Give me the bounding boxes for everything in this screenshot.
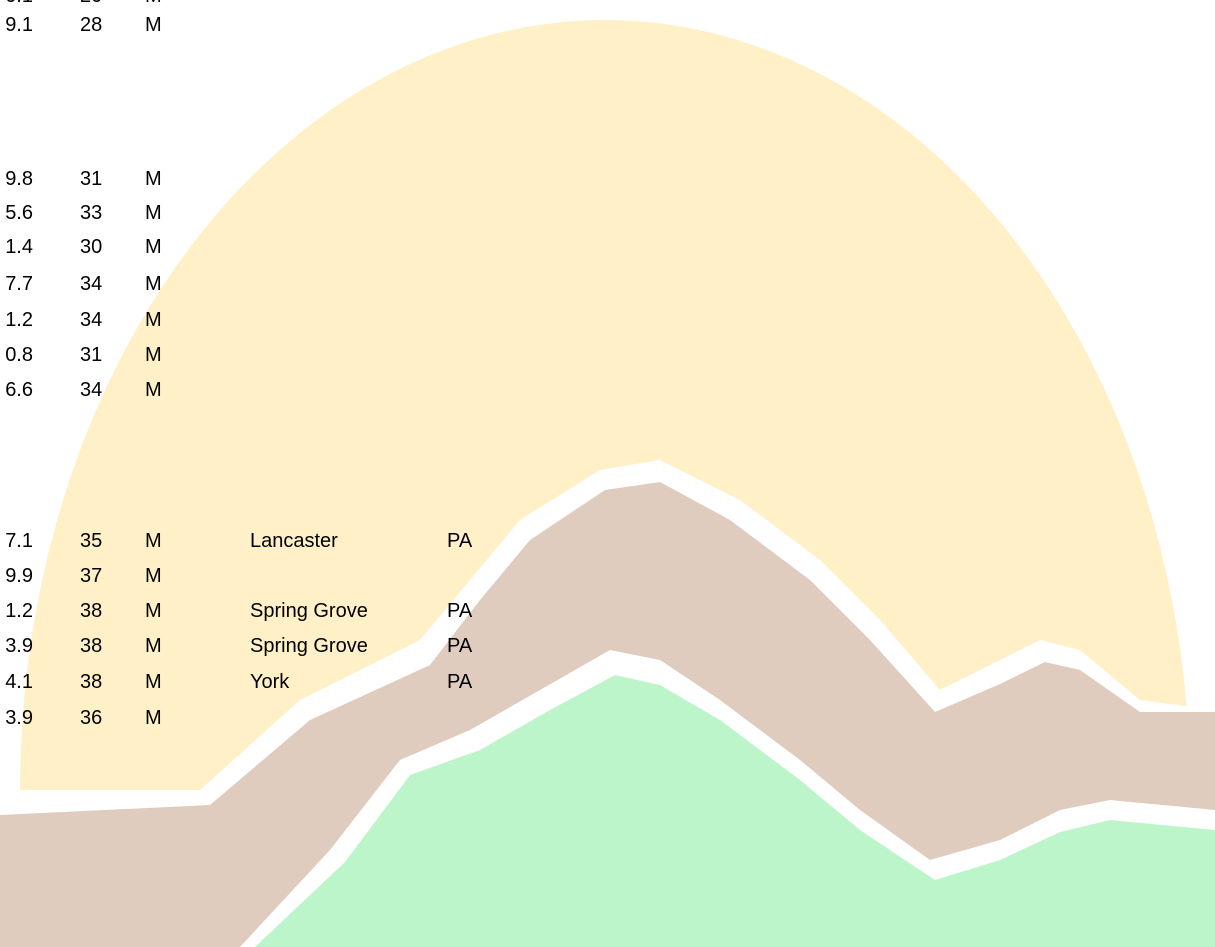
cell[interactable]: 1.2 bbox=[5, 308, 33, 332]
cell[interactable]: M bbox=[145, 13, 162, 37]
cell[interactable]: 6.6 bbox=[5, 378, 33, 402]
cell[interactable]: Lancaster bbox=[250, 529, 338, 553]
cell[interactable]: PA bbox=[447, 529, 472, 553]
cell[interactable]: M bbox=[145, 378, 162, 402]
cell[interactable]: 0.8 bbox=[5, 343, 33, 367]
cell[interactable]: 4.1 bbox=[5, 670, 33, 694]
cell[interactable]: 1.2 bbox=[5, 599, 33, 623]
cell[interactable]: 37 bbox=[80, 564, 102, 588]
cell[interactable]: 7.1 bbox=[5, 529, 33, 553]
cell[interactable]: 34 bbox=[80, 308, 102, 332]
cell[interactable]: M bbox=[145, 0, 162, 8]
cell[interactable]: 1.4 bbox=[5, 235, 33, 259]
cell-grid: 0.1 20 M 9.1 28 M 9.8 31 M 5.6 33 M 1.4 30 M 7.7 34 M 1.2 3… bbox=[0, 0, 1215, 947]
cell[interactable]: M bbox=[145, 167, 162, 191]
cell[interactable]: Spring Grove bbox=[250, 634, 368, 658]
cell[interactable]: 33 bbox=[80, 201, 102, 225]
cell[interactable]: M bbox=[145, 670, 162, 694]
cell[interactable]: M bbox=[145, 308, 162, 332]
cell[interactable]: M bbox=[145, 564, 162, 588]
cell[interactable]: 38 bbox=[80, 670, 102, 694]
cell[interactable]: M bbox=[145, 706, 162, 730]
cell[interactable]: 9.1 bbox=[5, 13, 33, 37]
cell[interactable]: 0.1 bbox=[5, 0, 33, 8]
cell[interactable]: 9.9 bbox=[5, 564, 33, 588]
cell[interactable]: 30 bbox=[80, 235, 102, 259]
cell[interactable]: 38 bbox=[80, 634, 102, 658]
cell[interactable]: PA bbox=[447, 599, 472, 623]
cell[interactable]: 31 bbox=[80, 343, 102, 367]
cell[interactable]: 28 bbox=[80, 13, 102, 37]
spreadsheet-view: 0.1 20 M 9.1 28 M 9.8 31 M 5.6 33 M 1.4 30 M 7.7 34 M 1.2 3… bbox=[0, 0, 1215, 947]
cell[interactable]: PA bbox=[447, 634, 472, 658]
cell[interactable]: M bbox=[145, 272, 162, 296]
cell[interactable]: 31 bbox=[80, 167, 102, 191]
cell[interactable]: 20 bbox=[80, 0, 102, 8]
cell[interactable]: 36 bbox=[80, 706, 102, 730]
cell[interactable]: 5.6 bbox=[5, 201, 33, 225]
cell[interactable]: York bbox=[250, 670, 289, 694]
cell[interactable]: M bbox=[145, 634, 162, 658]
cell[interactable]: M bbox=[145, 201, 162, 225]
cell[interactable]: M bbox=[145, 529, 162, 553]
cell[interactable]: 34 bbox=[80, 378, 102, 402]
cell[interactable]: 9.8 bbox=[5, 167, 33, 191]
cell[interactable]: 7.7 bbox=[5, 272, 33, 296]
cell[interactable]: 3.9 bbox=[5, 634, 33, 658]
cell[interactable]: 38 bbox=[80, 599, 102, 623]
cell[interactable]: M bbox=[145, 235, 162, 259]
cell[interactable]: M bbox=[145, 343, 162, 367]
cell[interactable]: 3.9 bbox=[5, 706, 33, 730]
cell[interactable]: M bbox=[145, 599, 162, 623]
cell[interactable]: PA bbox=[447, 670, 472, 694]
cell[interactable]: 35 bbox=[80, 529, 102, 553]
cell[interactable]: 34 bbox=[80, 272, 102, 296]
cell[interactable]: Spring Grove bbox=[250, 599, 368, 623]
